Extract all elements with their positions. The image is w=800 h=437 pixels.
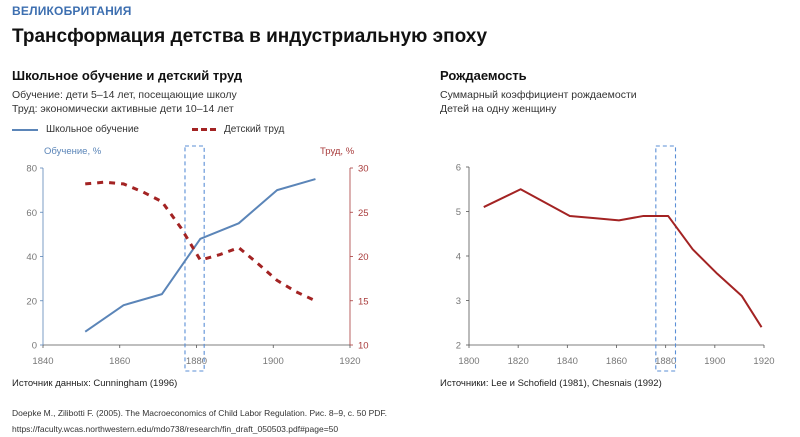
fertility-x-tick-label: 1900 bbox=[704, 356, 725, 367]
left-highlight-box bbox=[184, 145, 205, 372]
right-chart-subtitle-2: Детей на одну женщину bbox=[440, 103, 557, 115]
left-chart-title: Школьное обучение и детский труд bbox=[12, 68, 243, 83]
labor-series-line bbox=[85, 180, 317, 303]
fertility-x-tick-label: 1880 bbox=[655, 356, 676, 367]
y-axis-left-label: Обучение, % bbox=[44, 146, 102, 157]
left-chart-source: Источник данных: Cunningham (1996) bbox=[12, 378, 178, 389]
fertility-x-tick-label: 1820 bbox=[508, 356, 529, 367]
reference-url[interactable]: https://faculty.wcas.northwestern.edu/md… bbox=[12, 424, 339, 434]
legend-labor-swatch bbox=[192, 128, 216, 131]
right-y-tick-label: 15 bbox=[358, 296, 369, 307]
page-title: Трансформация детства в индустриальную э… bbox=[12, 26, 488, 47]
fertility-x-tick-label: 1920 bbox=[753, 356, 774, 367]
left-y-tick-label: 40 bbox=[26, 252, 37, 263]
right-y-tick-label: 10 bbox=[358, 341, 369, 352]
fertility-y-tick-label: 4 bbox=[456, 252, 461, 263]
region-label: ВЕЛИКОБРИТАНИЯ bbox=[12, 4, 132, 18]
left-x-tick-label: 1920 bbox=[339, 356, 360, 367]
right-y-tick-label: 20 bbox=[358, 252, 369, 263]
school-series-line bbox=[84, 178, 316, 333]
left-chart-subtitle-1: Обучение: дети 5–14 лет, посещающие школ… bbox=[12, 89, 237, 101]
legend-school-swatch bbox=[12, 128, 38, 131]
right-y-tick-label: 30 bbox=[358, 164, 369, 175]
left-x-tick-label: 1860 bbox=[109, 356, 130, 367]
fertility-highlight-box bbox=[655, 145, 677, 372]
fertility-y-tick-label: 2 bbox=[456, 341, 461, 352]
fertility-series-line bbox=[483, 188, 763, 328]
legend-labor-label: Детский труд bbox=[224, 124, 285, 135]
fertility-x-tick-label: 1860 bbox=[606, 356, 627, 367]
fertility-y-tick-label: 3 bbox=[456, 296, 461, 307]
left-x-tick-label: 1900 bbox=[263, 356, 284, 367]
right-y-tick-label: 25 bbox=[358, 208, 369, 219]
left-chart-subtitle-2: Труд: экономически активные дети 10–14 л… bbox=[12, 103, 234, 115]
right-chart-source: Источники: Lee и Schofield (1981), Chesn… bbox=[440, 378, 662, 389]
legend-school: Школьное обучение bbox=[12, 124, 139, 135]
fertility-x-tick-label: 1840 bbox=[557, 356, 578, 367]
legend-labor: Детский труд bbox=[192, 124, 284, 135]
y-axis-right-label: Труд, % bbox=[320, 146, 355, 157]
right-chart-subtitle-1: Суммарный коэффициент рождаемости bbox=[440, 89, 637, 101]
reference-citation: Doepke M., Zilibotti F. (2005). The Macr… bbox=[12, 408, 387, 418]
left-x-tick-label: 1840 bbox=[32, 356, 53, 367]
left-y-tick-label: 80 bbox=[26, 164, 37, 175]
left-y-tick-label: 0 bbox=[32, 341, 37, 352]
right-chart-title: Рождаемость bbox=[440, 68, 527, 83]
left-y-tick-label: 60 bbox=[26, 208, 37, 219]
fertility-y-tick-label: 5 bbox=[456, 207, 461, 218]
fertility-x-tick-label: 1800 bbox=[458, 356, 479, 367]
left-x-tick-label: 1880 bbox=[186, 356, 207, 367]
fertility-y-tick-label: 6 bbox=[456, 163, 461, 174]
legend-school-label: Школьное обучение bbox=[46, 124, 139, 135]
left-y-tick-label: 20 bbox=[26, 296, 37, 307]
